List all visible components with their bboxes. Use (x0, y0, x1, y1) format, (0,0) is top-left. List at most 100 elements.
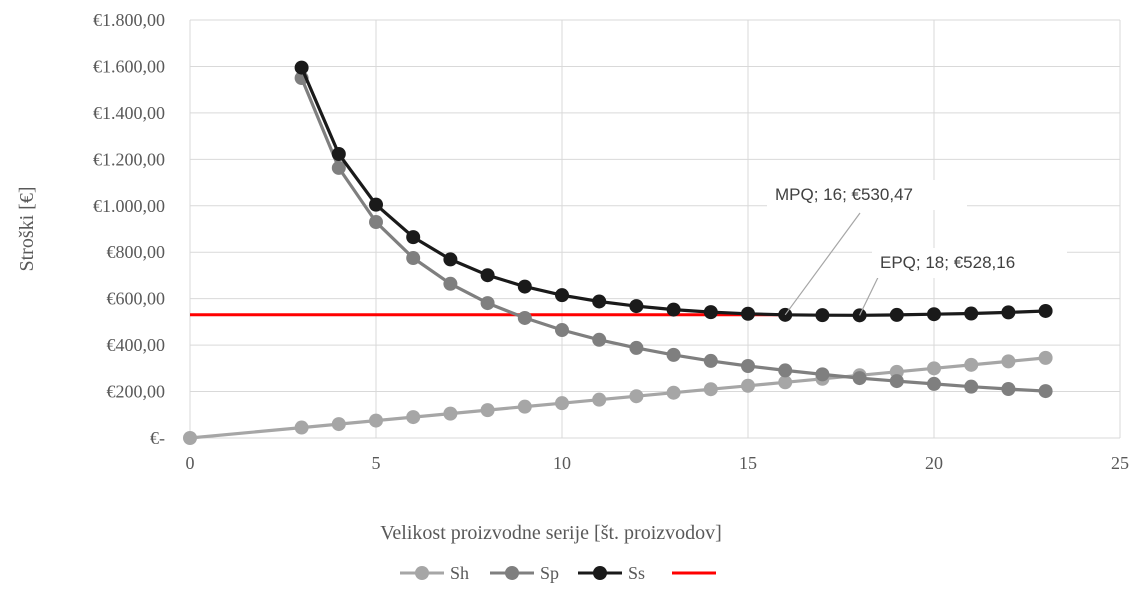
data-point (517, 399, 532, 414)
data-point (294, 420, 309, 435)
data-point (1001, 354, 1016, 369)
data-point (666, 385, 681, 400)
y-axis-title: Stroški [€] (16, 187, 38, 272)
data-point (927, 376, 941, 391)
data-point (964, 379, 979, 394)
data-point (555, 323, 569, 338)
y-tick-label: €1.800,00 (93, 10, 165, 30)
x-tick-label: 5 (372, 453, 381, 473)
data-point (331, 146, 346, 161)
data-point (1001, 382, 1016, 397)
data-point (331, 417, 346, 432)
data-point (889, 374, 904, 389)
data-point (852, 371, 867, 386)
data-point (480, 296, 495, 311)
axes (189, 20, 1120, 439)
data-point (964, 357, 979, 372)
y-tick-label: €400,00 (107, 335, 166, 355)
data-point (592, 332, 607, 347)
series-sp (294, 71, 1053, 399)
legend-label: Ss (628, 563, 645, 583)
data-point (889, 307, 904, 322)
legend-swatch-marker (505, 566, 519, 580)
callouts: MPQ; 16; €530,47 EPQ; 18; €528,16 (767, 180, 1067, 316)
series-ss (294, 60, 1053, 323)
data-point (294, 60, 309, 75)
x-tick-label: 0 (186, 453, 195, 473)
data-point (443, 406, 458, 421)
data-point (815, 308, 830, 323)
y-tick-label: €1.400,00 (93, 103, 165, 123)
callout-leader (784, 212, 861, 316)
data-point (741, 306, 755, 321)
callout-bg (872, 248, 1067, 278)
data-point (369, 197, 383, 212)
data-point (592, 294, 607, 309)
data-point (964, 306, 979, 321)
data-point (443, 252, 458, 267)
data-point (331, 160, 346, 175)
y-tick-label: €1.600,00 (93, 56, 165, 76)
series-line (189, 356, 1046, 440)
legend-item: Ss (578, 563, 645, 583)
callout-label: MPQ; 16; €530,47 (775, 185, 913, 204)
series-layer (183, 60, 1053, 445)
data-point (1038, 384, 1053, 399)
x-tick-label: 10 (553, 453, 571, 473)
data-point (629, 389, 644, 404)
callout-label: EPQ; 18; €528,16 (880, 253, 1015, 272)
data-point (183, 431, 197, 445)
legend-label: Sp (540, 563, 559, 583)
data-point (480, 403, 495, 418)
legend: Sh Sp Ss (400, 563, 716, 583)
data-point (629, 299, 644, 314)
data-point (815, 367, 830, 382)
data-point (778, 363, 793, 378)
data-point (480, 268, 495, 283)
x-tick-label: 25 (1111, 453, 1129, 473)
data-point (666, 302, 681, 317)
data-point (629, 340, 644, 355)
callout: EPQ; 18; €528,16 (859, 248, 1067, 316)
tick-labels: €- €200,00 €400,00 €600,00 €800,00 €1.000,00 €… (93, 10, 1129, 473)
series-sh (183, 350, 1053, 445)
data-point (406, 230, 421, 245)
callout-bg (767, 180, 967, 210)
data-point (703, 382, 718, 397)
data-point (406, 410, 421, 425)
data-point (927, 361, 941, 376)
data-point (703, 305, 718, 320)
y-tick-label: €200,00 (107, 382, 166, 402)
data-point (369, 413, 383, 428)
x-tick-label: 20 (925, 453, 943, 473)
data-point (369, 215, 383, 230)
data-point (555, 288, 569, 303)
data-point (592, 392, 607, 407)
data-point (443, 276, 458, 291)
legend-swatch-marker (593, 566, 607, 580)
legend-item: Sh (400, 563, 469, 583)
data-point (517, 310, 532, 325)
x-axis-title: Velikost proizvodne serije [št. proizvod… (380, 522, 722, 544)
data-point (1038, 350, 1053, 365)
y-tick-label: €1.200,00 (93, 149, 165, 169)
legend-swatch-marker (415, 566, 429, 580)
data-point (555, 396, 569, 411)
data-point (741, 378, 755, 393)
y-tick-label: €800,00 (107, 242, 166, 262)
y-tick-label: €600,00 (107, 289, 166, 309)
x-tick-label: 15 (739, 453, 757, 473)
y-tick-label: €1.000,00 (93, 196, 165, 216)
legend-label: Sh (450, 563, 469, 583)
data-point (517, 279, 532, 294)
data-point (778, 375, 793, 390)
data-point (927, 307, 941, 322)
gridlines (190, 19, 1121, 438)
callout: MPQ; 16; €530,47 (767, 180, 967, 316)
data-point (1038, 303, 1053, 318)
data-point (703, 353, 718, 368)
data-point (406, 251, 421, 266)
data-point (666, 347, 681, 362)
y-tick-label: €- (150, 428, 165, 448)
